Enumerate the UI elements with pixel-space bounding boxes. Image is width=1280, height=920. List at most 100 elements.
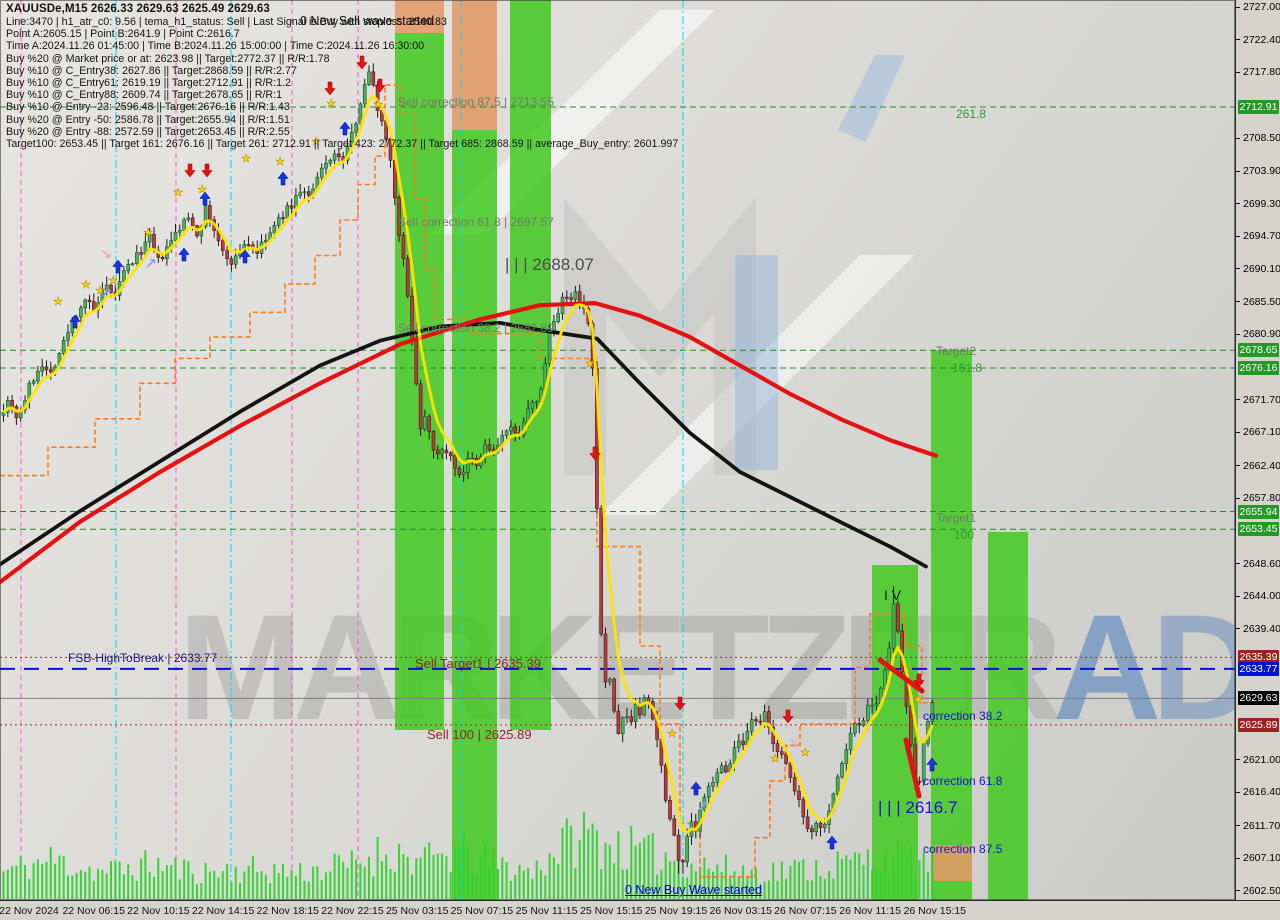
time-axis[interactable]: 22 Nov 2024 22 Nov 06:15 22 Nov 10:15 22 No…	[0, 900, 1280, 920]
price-tick-label: 2607.10	[1243, 852, 1280, 865]
price-tick	[1236, 759, 1240, 761]
level-lines	[0, 106, 1235, 726]
buy-arrow-icon	[199, 191, 211, 206]
price-tick	[1236, 203, 1240, 205]
price-tick	[1236, 235, 1240, 237]
price-tick	[1236, 71, 1240, 73]
star-icon: ★	[275, 156, 285, 168]
price-tick-label: 2703.90	[1243, 165, 1280, 177]
price-tick-label: 2680.90	[1243, 328, 1280, 341]
info-line: Buy %20 @ Entry -88: 2572.59 || Target:2…	[6, 125, 290, 138]
price-tick	[1236, 890, 1240, 892]
price-tick	[1236, 465, 1240, 467]
info-line: Buy %20 @ Entry -50: 2586.78 || Target:2…	[6, 113, 290, 126]
star-icon: ★	[373, 99, 383, 111]
sell-arrow-icon	[201, 163, 213, 178]
symbol-title: XAUUSDe,M15 2626.33 2629.63 2625.49 2629…	[6, 3, 270, 15]
price-level-badge: 2653.45	[1238, 522, 1279, 537]
star-icon: ★	[81, 279, 91, 291]
price-level-badge: 2633.77	[1238, 661, 1279, 676]
price-tick-label: 2621.00	[1243, 753, 1280, 766]
price-tick-label: 2671.70	[1243, 393, 1280, 406]
buy-arrow-icon	[239, 249, 251, 264]
info-line: Target100: 2653.45 || Target 161: 2676.1…	[6, 138, 679, 151]
hollow-up-arrow-icon: ↗	[697, 798, 709, 814]
price-tick-label: 2708.50	[1243, 132, 1280, 145]
price-tick-label: 2690.10	[1243, 262, 1280, 275]
price-tick-label: 2667.10	[1243, 426, 1280, 439]
star-icon: ★	[770, 753, 780, 765]
sell-arrow-icon	[782, 709, 794, 724]
time-axis-label: 25 Nov 07:15	[450, 905, 514, 917]
hollow-down-arrow-icon: ↘	[788, 735, 800, 751]
price-tick	[1236, 333, 1240, 335]
indicator-info-panel: XAUUSDe,M15 2626.33 2629.63 2625.49 2629…	[6, 2, 678, 150]
hollow-up-arrow-icon: ↗	[100, 285, 112, 301]
price-tick	[1236, 791, 1240, 793]
star-icon: ★	[143, 227, 153, 239]
price-tick	[1236, 431, 1240, 433]
buy-arrow-icon	[339, 121, 351, 136]
time-axis-label: 22 Nov 10:15	[127, 905, 190, 917]
price-axis[interactable]: 2727.00 2722.40 2717.80 2708.50 2703.90 2699.…	[1235, 0, 1280, 900]
star-icon: ★	[667, 728, 677, 740]
time-axis-label: 25 Nov 03:15	[385, 905, 449, 917]
price-level-badge: 2655.94	[1238, 504, 1279, 519]
time-axis-label: 26 Nov 15:15	[903, 905, 967, 917]
price-level-badge: 2712.91	[1238, 100, 1279, 115]
price-tick	[1236, 563, 1240, 565]
info-line: Time A:2024.11.26 01:45:00 | Time B:2024…	[6, 40, 425, 53]
price-tick	[1236, 39, 1240, 41]
price-tick	[1236, 268, 1240, 270]
star-icon: ★	[913, 694, 923, 706]
time-axis-label: 26 Nov 11:15	[839, 905, 901, 917]
price-tick	[1236, 628, 1240, 630]
buy-arrow-icon	[178, 247, 190, 262]
sell-arrow-icon	[356, 55, 368, 70]
trailing-stop-line	[0, 84, 935, 878]
price-tick-label: 2611.70	[1243, 819, 1280, 832]
price-tick	[1236, 857, 1240, 859]
hollow-down-arrow-icon: ↘	[100, 246, 112, 262]
star-icon: ★	[173, 187, 183, 199]
price-tick	[1236, 6, 1240, 8]
buy-arrow-icon	[277, 171, 289, 186]
zone-band-green	[395, 33, 444, 730]
ma-black	[0, 320, 928, 569]
price-level-badge: 2678.65	[1238, 343, 1279, 358]
time-axis-label: 25 Nov 19:15	[644, 905, 708, 917]
price-tick	[1236, 825, 1240, 827]
info-line: Buy %20 @ Market price or at: 2623.98 ||…	[6, 52, 330, 65]
background-logo	[430, 10, 915, 515]
buy-arrow-icon	[112, 259, 124, 274]
watermark-text: A	[1052, 583, 1161, 751]
price-tick	[1236, 595, 1240, 597]
buy-arrow-icon	[826, 835, 838, 850]
volume-bars	[2, 811, 934, 899]
buy-arrow-icon	[69, 314, 81, 329]
time-axis-label: 25 Nov 11:15	[515, 905, 578, 917]
star-icon: ★	[95, 285, 105, 297]
price-level-badge: 2625.89	[1238, 717, 1279, 732]
price-tick-label: 2644.00	[1243, 590, 1280, 603]
zone-band-orange	[395, 0, 444, 33]
price-tick	[1236, 170, 1240, 172]
price-tick-label: 2694.70	[1243, 230, 1280, 243]
sell-arrow-icon	[589, 446, 601, 461]
star-icon: ★	[311, 136, 321, 148]
time-axis-label: 25 Nov 15:15	[580, 905, 643, 917]
price-tick-label: 2727.00	[1243, 1, 1280, 13]
sell-arrow-icon	[184, 163, 196, 178]
price-tick-label: 2602.50	[1243, 884, 1280, 897]
star-icon: ★	[53, 296, 63, 308]
zone-band-green	[988, 532, 1028, 900]
zone-band-green	[452, 130, 497, 900]
price-tick	[1236, 137, 1240, 139]
star-icon: ★	[197, 184, 207, 196]
moving-averages	[0, 94, 939, 834]
price-tick-label: 2717.80	[1243, 66, 1280, 79]
price-tick-label: 2722.40	[1243, 33, 1280, 46]
price-tick	[1236, 399, 1240, 401]
info-line: Buy %10 @ C_Entry88: 2609.74 || Target:2…	[6, 89, 283, 102]
